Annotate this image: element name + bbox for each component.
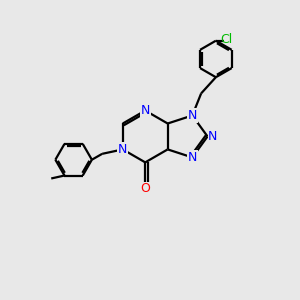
Text: Cl: Cl (220, 33, 232, 46)
Text: N: N (140, 104, 150, 117)
Text: N: N (188, 151, 197, 164)
Text: N: N (118, 143, 128, 156)
Text: O: O (140, 182, 150, 195)
Text: N: N (188, 109, 197, 122)
Text: N: N (208, 130, 218, 143)
